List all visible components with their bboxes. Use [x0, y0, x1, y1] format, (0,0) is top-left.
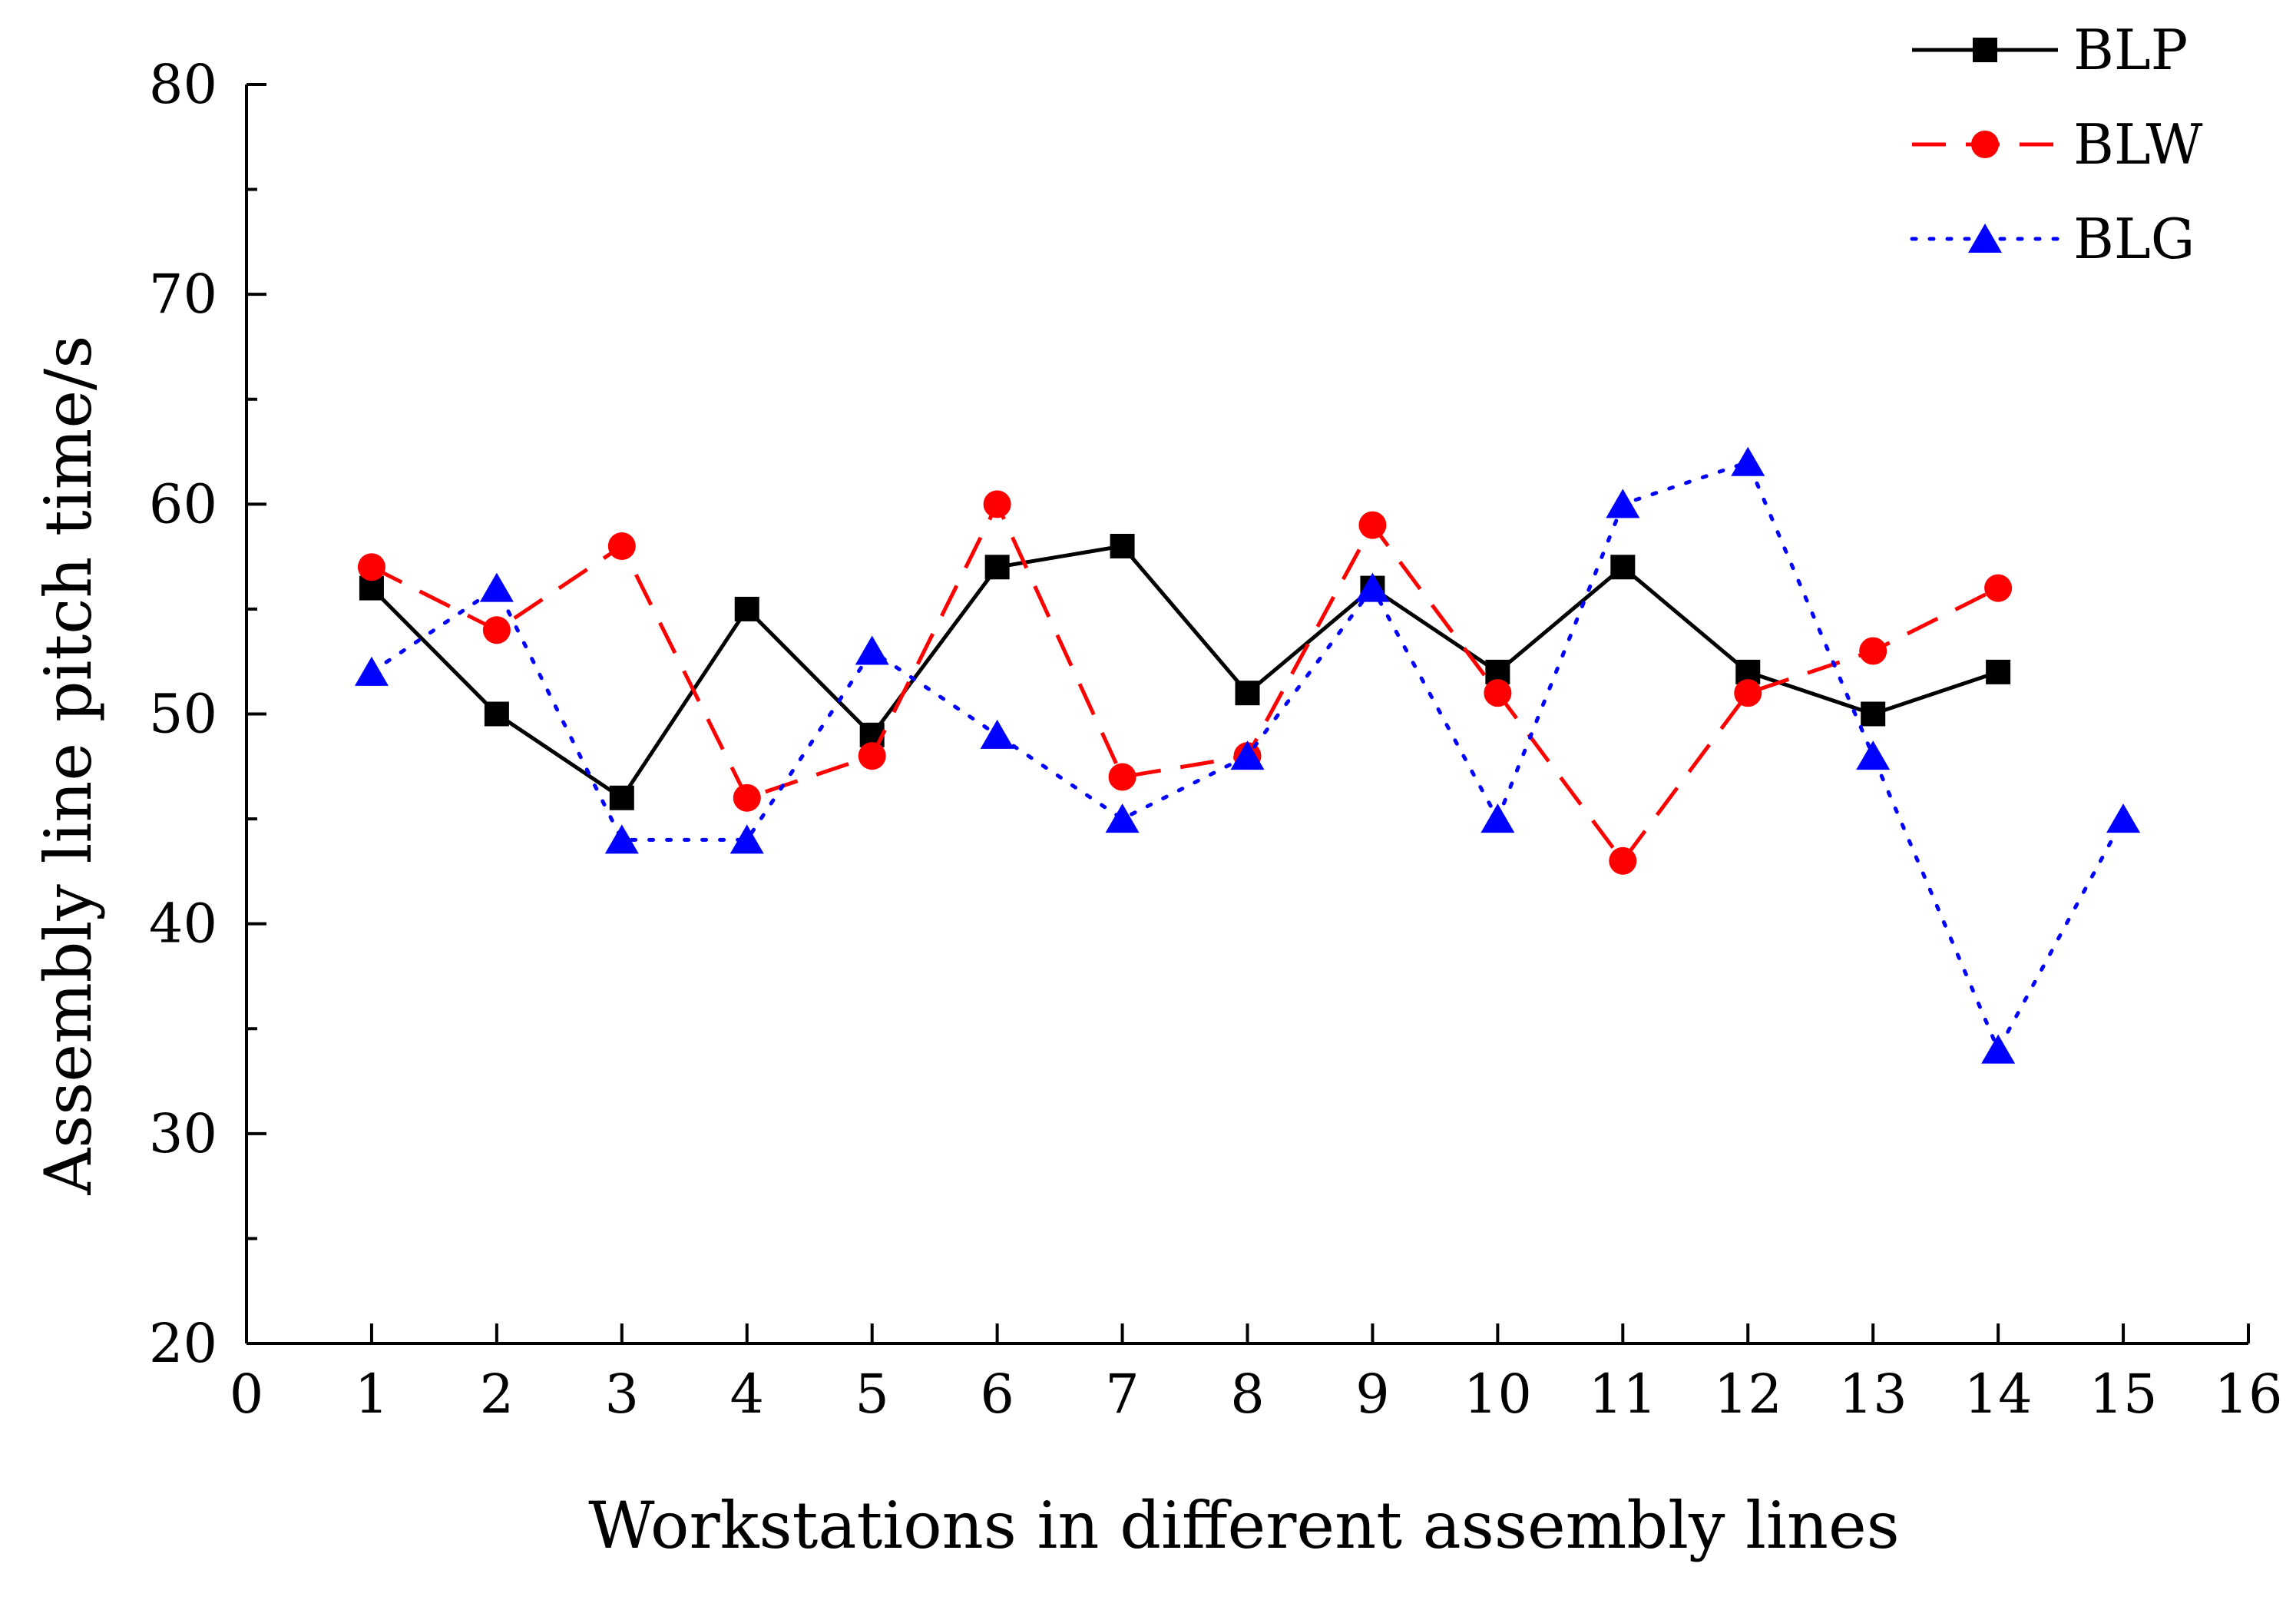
x-tick-label: 1 [355, 1363, 389, 1426]
data-point [1610, 555, 1636, 580]
x-tick-label: 11 [1589, 1363, 1657, 1426]
data-point [482, 616, 511, 644]
y-tick-label: 30 [149, 1102, 217, 1165]
y-tick-label: 40 [149, 893, 217, 956]
data-point [1971, 131, 1999, 158]
x-axis-label: Workstations in different assembly lines [588, 1488, 1900, 1563]
data-point [2106, 803, 2141, 833]
data-point [733, 783, 761, 812]
y-axis-label: Assembly line pitch time/s [31, 336, 106, 1196]
legend: BLP BLW BLG [1910, 18, 2202, 271]
y-tick-label: 50 [149, 683, 217, 746]
data-point [354, 656, 389, 686]
data-point [1110, 533, 1135, 558]
series-line [370, 544, 1999, 801]
x-tick-label: 15 [2089, 1363, 2158, 1426]
x-tick-label: 12 [1714, 1363, 1782, 1426]
data-point [729, 824, 764, 854]
x-tick-label: 16 [2214, 1363, 2282, 1426]
data-point [1973, 38, 1997, 62]
data-point [1230, 740, 1265, 770]
data-point [1480, 803, 1515, 833]
x-tick-label: 13 [1839, 1363, 1907, 1426]
data-point [1734, 679, 1762, 707]
data-point [479, 572, 514, 602]
data-point [1606, 489, 1640, 518]
data-point [1986, 659, 2011, 684]
data-point [855, 635, 889, 665]
data-point [1861, 701, 1886, 727]
series-blw [357, 490, 2013, 875]
data-point [858, 742, 886, 770]
x-tick-label: 9 [1355, 1363, 1390, 1426]
x-tick-label: 4 [729, 1363, 764, 1426]
legend-item-blg: BLG [1910, 207, 2195, 271]
legend-label: BLW [2073, 112, 2202, 177]
series-blg [354, 446, 2141, 1064]
series-line [370, 499, 2000, 864]
data-point [1859, 637, 1887, 665]
y-tick-label: 80 [149, 53, 217, 116]
data-point [984, 555, 1010, 580]
data-point [607, 532, 636, 560]
data-point [1981, 1034, 2016, 1064]
legend-item-blp: BLP [1912, 18, 2188, 82]
data-point [1235, 681, 1260, 706]
data-point [1984, 574, 2013, 602]
x-tick-label: 2 [480, 1363, 514, 1426]
data-point [604, 824, 639, 854]
legend-item-blw: BLW [1912, 112, 2202, 177]
data-point [1968, 224, 2002, 253]
data-point [1355, 572, 1390, 602]
series-blp [359, 533, 2011, 810]
data-point [1484, 679, 1512, 707]
data-point [734, 596, 759, 621]
data-point [1856, 740, 1891, 770]
data-point [484, 701, 509, 727]
data-point [1609, 846, 1637, 875]
data-point [609, 785, 634, 810]
y-tick-label: 70 [149, 263, 217, 326]
x-tick-label: 7 [1105, 1363, 1140, 1426]
data-point [1105, 803, 1140, 833]
x-tick-label: 6 [980, 1363, 1014, 1426]
x-tick-label: 14 [1964, 1363, 2033, 1426]
data-point [983, 490, 1011, 518]
x-tick-label: 8 [1230, 1363, 1265, 1426]
legend-label: BLP [2073, 18, 2188, 82]
data-point [980, 719, 1014, 749]
legend-label: BLG [2073, 207, 2195, 271]
y-tick-label: 20 [149, 1312, 217, 1375]
series-layer [354, 446, 2141, 1064]
x-tick-label: 0 [230, 1363, 264, 1426]
x-tick-label: 10 [1464, 1363, 1532, 1426]
x-tick-label: 3 [605, 1363, 640, 1426]
data-point [1731, 446, 1765, 476]
data-point [357, 553, 385, 581]
data-point [1358, 511, 1387, 539]
data-point [1108, 763, 1136, 791]
y-tick-label: 60 [149, 472, 217, 535]
x-tick-label: 5 [855, 1363, 889, 1426]
